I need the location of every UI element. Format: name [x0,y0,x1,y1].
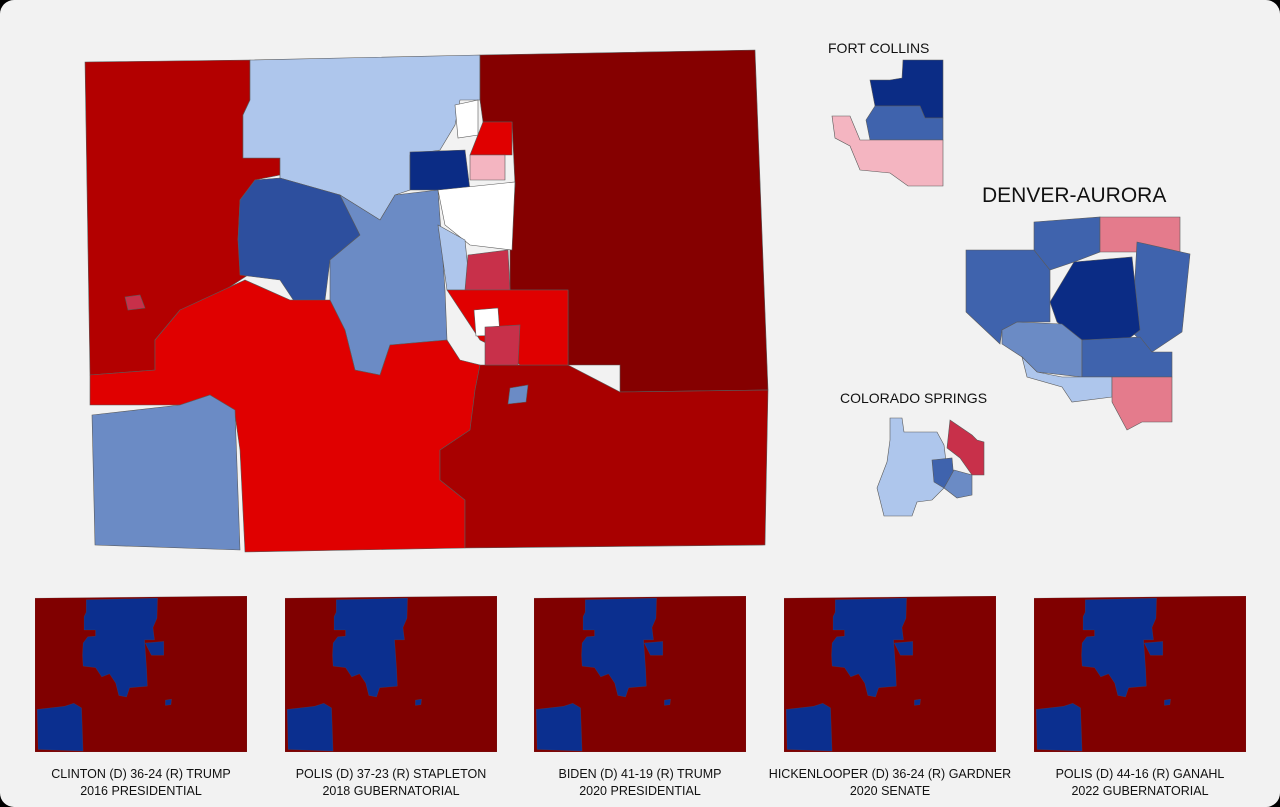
district-boulder[interactable] [409,149,471,191]
election-title: HICKENLOOPER (D) 36-24 (R) GARDNER [768,767,1012,781]
election-caption: POLIS (D) 37-23 (R) STAPLETON 2018 GUBERN… [266,766,516,800]
district-cs-west[interactable] [876,417,948,517]
democratic-area [1164,699,1171,706]
election-map-3 [784,596,996,752]
election-map-1 [285,596,497,752]
district-loveland[interactable] [469,154,506,181]
district-greeley[interactable] [469,121,513,156]
election-map-4 [1034,596,1246,752]
democratic-area [1081,598,1157,698]
election-subtitle: 2020 PRESIDENTIAL [579,784,701,798]
district-fort-collins-north[interactable] [454,99,479,139]
district-cs-east[interactable] [943,469,973,499]
district-fc-south[interactable] [831,115,944,187]
district-denver-metro[interactable] [437,181,516,251]
inset-label-fort-collins: FORT COLLINS [828,40,930,56]
democratic-area [536,703,583,752]
inset-map-colorado-springs [876,417,985,517]
election-caption: POLIS (D) 44-16 (R) GANAHL 2022 GUBERNATO… [1015,766,1265,800]
democratic-area [786,703,833,752]
election-subtitle: 2016 PRESIDENTIAL [80,784,202,798]
democratic-area [165,699,172,706]
election-map-2 [534,596,746,752]
democratic-area [415,699,422,706]
district-cs-north[interactable] [946,419,985,476]
democratic-area [82,598,158,698]
election-title: BIDEN (D) 41-19 (R) TRUMP [558,767,722,781]
district-southwest[interactable] [91,394,241,551]
election-caption: HICKENLOOPER (D) 36-24 (R) GARDNER 2020 S… [765,766,1015,800]
election-title: CLINTON (D) 36-24 (R) TRUMP [51,767,231,781]
democratic-area [37,703,84,752]
district-douglas-inset[interactable] [1111,376,1173,431]
district-denver-sw[interactable] [1001,321,1083,378]
district-aurora-east[interactable] [1131,241,1191,353]
election-caption: BIDEN (D) 41-19 (R) TRUMP 2020 PRESIDENTI… [515,766,765,800]
main-district-map [84,49,769,553]
democratic-area [831,598,907,698]
inset-label-denver: DENVER-AURORA [982,184,1167,207]
democratic-area [664,699,671,706]
district-pueblo[interactable] [507,384,529,405]
democratic-area [644,641,663,656]
election-title: POLIS (D) 44-16 (R) GANAHL [1055,767,1225,781]
democratic-area [145,641,164,656]
election-subtitle: 2020 SENATE [849,784,931,798]
democratic-area [332,598,408,698]
election-subtitle: 2018 GUBERNATORIAL [322,784,460,798]
democratic-area [1036,703,1083,752]
democratic-area [581,598,657,698]
district-southeast[interactable] [439,364,769,549]
inset-map-denver [965,216,1191,431]
district-colorado-springs-east[interactable] [484,324,521,366]
inset-map-fort-collins [831,59,944,187]
election-subtitle: 2022 GUBERNATORIAL [1071,784,1209,798]
democratic-area [914,699,921,706]
district-douglas[interactable] [464,249,511,291]
election-caption: CLINTON (D) 36-24 (R) TRUMP 2016 PRESIDEN… [16,766,266,800]
democratic-area [1144,641,1163,656]
democratic-area [287,703,334,752]
inset-label-colorado-springs: COLORADO SPRINGS [840,390,988,406]
democratic-area [894,641,913,656]
district-grand-junction[interactable] [124,294,146,311]
election-map-0 [35,596,247,752]
district-fc-central[interactable] [865,105,944,141]
election-title: POLIS (D) 37-23 (R) STAPLETON [295,767,487,781]
